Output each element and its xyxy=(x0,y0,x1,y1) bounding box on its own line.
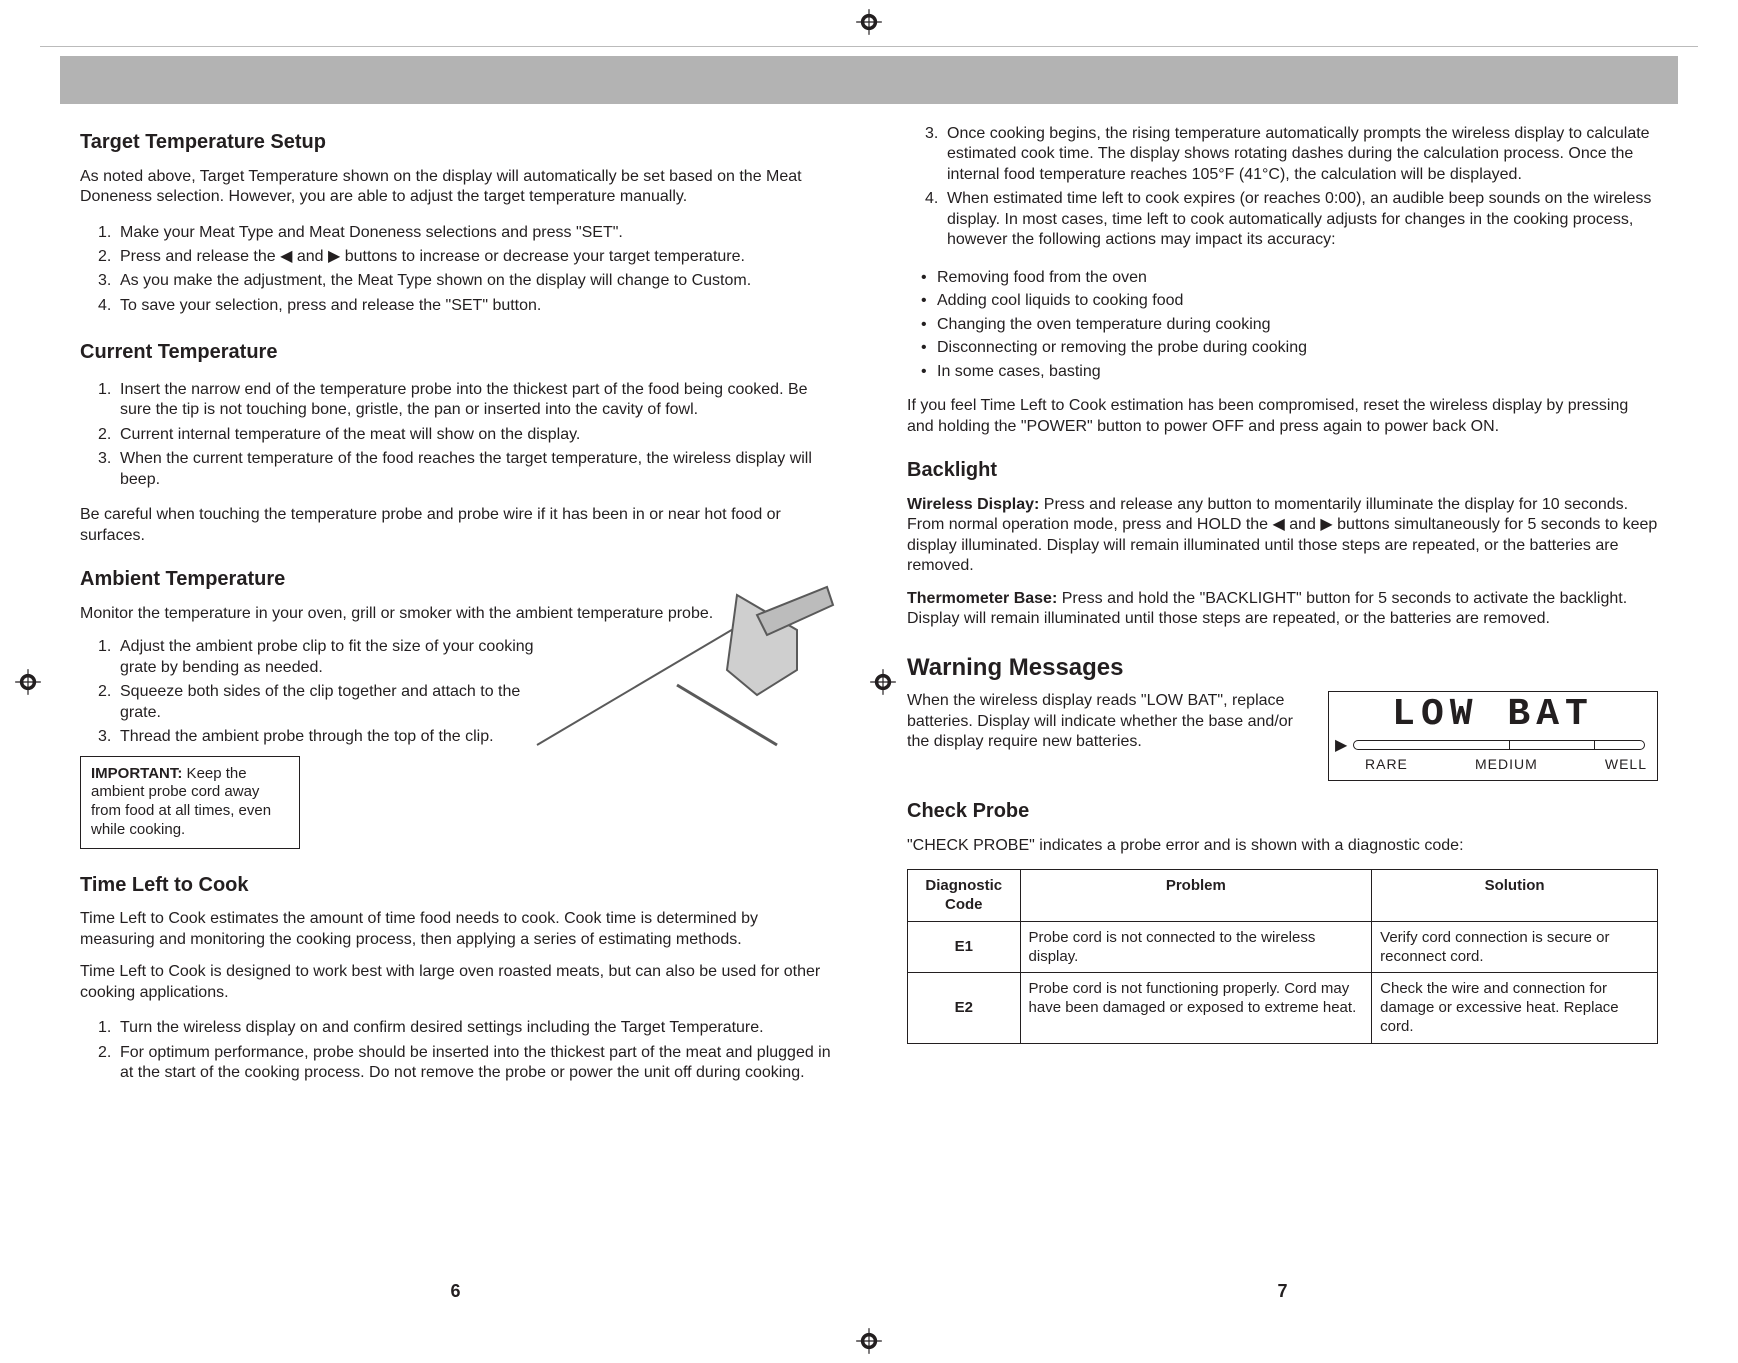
pointer-icon: ▶ xyxy=(1335,736,1347,756)
cell-problem: Probe cord is not connected to the wirel… xyxy=(1020,921,1372,972)
para: Time Left to Cook is designed to work be… xyxy=(80,962,831,1003)
heading-time-left: Time Left to Cook xyxy=(80,873,831,899)
registration-mark-icon xyxy=(855,1327,883,1355)
list-item: When estimated time left to cook expires… xyxy=(925,189,1658,250)
cell-solution: Verify cord connection is secure or reco… xyxy=(1372,921,1658,972)
col-code: Diagnostic Code xyxy=(908,870,1021,921)
list-item: Changing the oven temperature during coo… xyxy=(921,315,1658,335)
para: Time Left to Cook estimates the amount o… xyxy=(80,909,831,950)
para: "CHECK PROBE" indicates a probe error an… xyxy=(907,836,1658,856)
col-problem: Problem xyxy=(1020,870,1372,921)
para: As noted above, Target Temperature shown… xyxy=(80,167,831,208)
para: If you feel Time Left to Cook estimation… xyxy=(907,396,1658,437)
list-item: Adjust the ambient probe clip to fit the… xyxy=(98,637,534,678)
list-item: Make your Meat Type and Meat Doneness se… xyxy=(98,223,831,243)
page-right: Once cooking begins, the rising temperat… xyxy=(907,118,1658,1303)
list-item: Press and release the ◀ and ▶ buttons to… xyxy=(98,247,831,267)
list-item: Turn the wireless display on and confirm… xyxy=(98,1018,831,1038)
important-label: IMPORTANT: xyxy=(91,765,182,782)
target-temp-steps: Make your Meat Type and Meat Doneness se… xyxy=(98,219,831,321)
important-callout: IMPORTANT: Keep the ambient probe cord a… xyxy=(80,756,300,849)
tltc-steps: Turn the wireless display on and confirm… xyxy=(98,1014,831,1087)
cell-problem: Probe cord is not functioning properly. … xyxy=(1020,972,1372,1043)
label-well: WELL xyxy=(1605,756,1647,774)
table-row: Diagnostic Code Problem Solution xyxy=(908,870,1658,921)
list-item: Disconnecting or removing the probe duri… xyxy=(921,338,1658,358)
doneness-bar: ▶ xyxy=(1335,738,1651,756)
list-item: Adding cool liquids to cooking food xyxy=(921,291,1658,311)
col-solution: Solution xyxy=(1372,870,1658,921)
list-item: As you make the adjustment, the Meat Typ… xyxy=(98,271,831,291)
page-left: Target Temperature Setup As noted above,… xyxy=(80,118,831,1303)
list-item: Thread the ambient probe through the top… xyxy=(98,727,534,747)
list-item: To save your selection, press and releas… xyxy=(98,296,831,316)
list-item: Current internal temperature of the meat… xyxy=(98,425,831,445)
list-item: When the current temperature of the food… xyxy=(98,449,831,490)
registration-mark-icon xyxy=(855,8,883,36)
current-temp-steps: Insert the narrow end of the temperature… xyxy=(98,376,831,494)
list-item: Once cooking begins, the rising temperat… xyxy=(925,124,1658,185)
header-stripe xyxy=(60,56,1678,104)
table-row: E1 Probe cord is not connected to the wi… xyxy=(908,921,1658,972)
list-item: Insert the narrow end of the temperature… xyxy=(98,380,831,421)
cell-code: E1 xyxy=(908,921,1021,972)
list-item: In some cases, basting xyxy=(921,362,1658,382)
page-number: 6 xyxy=(80,1280,831,1303)
heading-target-temp: Target Temperature Setup xyxy=(80,130,831,156)
para: Be careful when touching the temperature… xyxy=(80,505,831,546)
probe-clip-illustration xyxy=(527,575,837,775)
low-bat-lcd: LOW BAT xyxy=(1335,696,1651,734)
para: Wireless Display: Press and release any … xyxy=(907,495,1658,577)
cell-solution: Check the wire and connection for damage… xyxy=(1372,972,1658,1043)
para: Thermometer Base: Press and hold the "BA… xyxy=(907,589,1658,630)
heading-warning: Warning Messages xyxy=(907,653,1658,684)
table-row: E2 Probe cord is not functioning properl… xyxy=(908,972,1658,1043)
list-item: Squeeze both sides of the clip together … xyxy=(98,682,534,723)
thermometer-base-label: Thermometer Base: xyxy=(907,590,1057,607)
page-number: 7 xyxy=(907,1280,1658,1303)
heading-current-temp: Current Temperature xyxy=(80,340,831,366)
diagnostic-table: Diagnostic Code Problem Solution E1 Prob… xyxy=(907,869,1658,1043)
crop-hairline xyxy=(40,46,1698,47)
wireless-display-label: Wireless Display: xyxy=(907,496,1039,513)
cell-code: E2 xyxy=(908,972,1021,1043)
low-bat-display-figure: LOW BAT ▶ RARE MEDIUM WELL xyxy=(1328,691,1658,781)
registration-mark-icon xyxy=(14,668,42,696)
heading-check-probe: Check Probe xyxy=(907,799,1658,825)
label-medium: MEDIUM xyxy=(1475,756,1538,774)
warning-text: When the wireless display reads "LOW BAT… xyxy=(907,691,1312,752)
ambient-steps: Adjust the ambient probe clip to fit the… xyxy=(98,637,534,747)
list-item: For optimum performance, probe should be… xyxy=(98,1043,831,1084)
label-rare: RARE xyxy=(1365,756,1408,774)
list-item: Removing food from the oven xyxy=(921,268,1658,288)
tltc-bullets: Removing food from the oven Adding cool … xyxy=(921,265,1658,385)
heading-backlight: Backlight xyxy=(907,458,1658,484)
tltc-steps-cont: Once cooking begins, the rising temperat… xyxy=(925,120,1658,255)
